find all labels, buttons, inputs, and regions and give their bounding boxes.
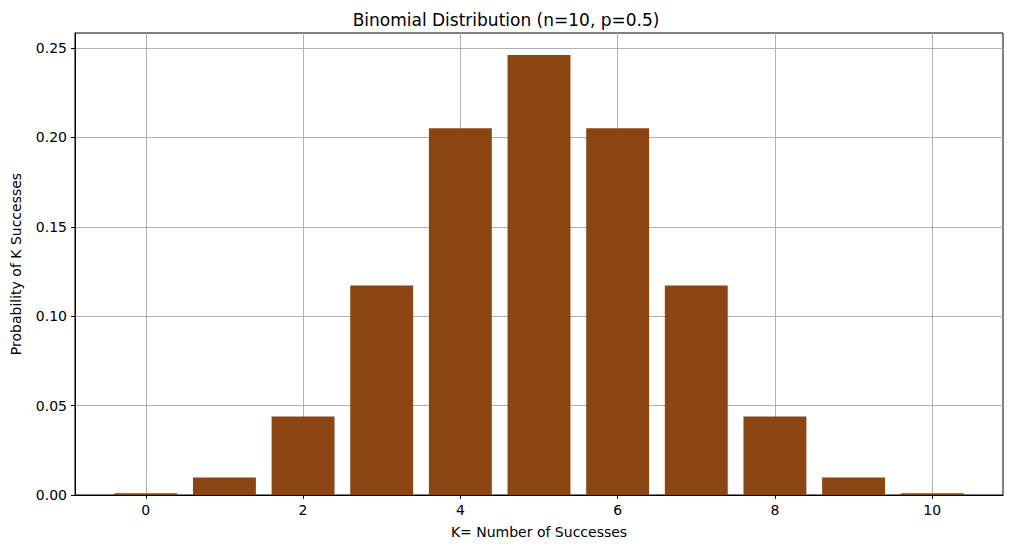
svg-text:4: 4 xyxy=(456,502,465,518)
svg-text:K= Number of Successes: K= Number of Successes xyxy=(451,524,627,540)
svg-text:0.25: 0.25 xyxy=(36,40,67,56)
svg-text:0: 0 xyxy=(141,502,150,518)
svg-text:Probability of K Successes: Probability of K Successes xyxy=(8,173,24,355)
svg-text:0.05: 0.05 xyxy=(36,398,67,414)
svg-text:10: 10 xyxy=(923,502,941,518)
svg-text:6: 6 xyxy=(613,502,622,518)
svg-text:0.20: 0.20 xyxy=(36,129,67,145)
svg-text:2: 2 xyxy=(299,502,308,518)
svg-text:0.10: 0.10 xyxy=(36,308,67,324)
svg-text:8: 8 xyxy=(770,502,779,518)
svg-text:Binomial Distribution (n=10, p: Binomial Distribution (n=10, p=0.5) xyxy=(353,10,660,30)
svg-text:0.00: 0.00 xyxy=(36,487,67,503)
svg-text:0.15: 0.15 xyxy=(36,219,67,235)
